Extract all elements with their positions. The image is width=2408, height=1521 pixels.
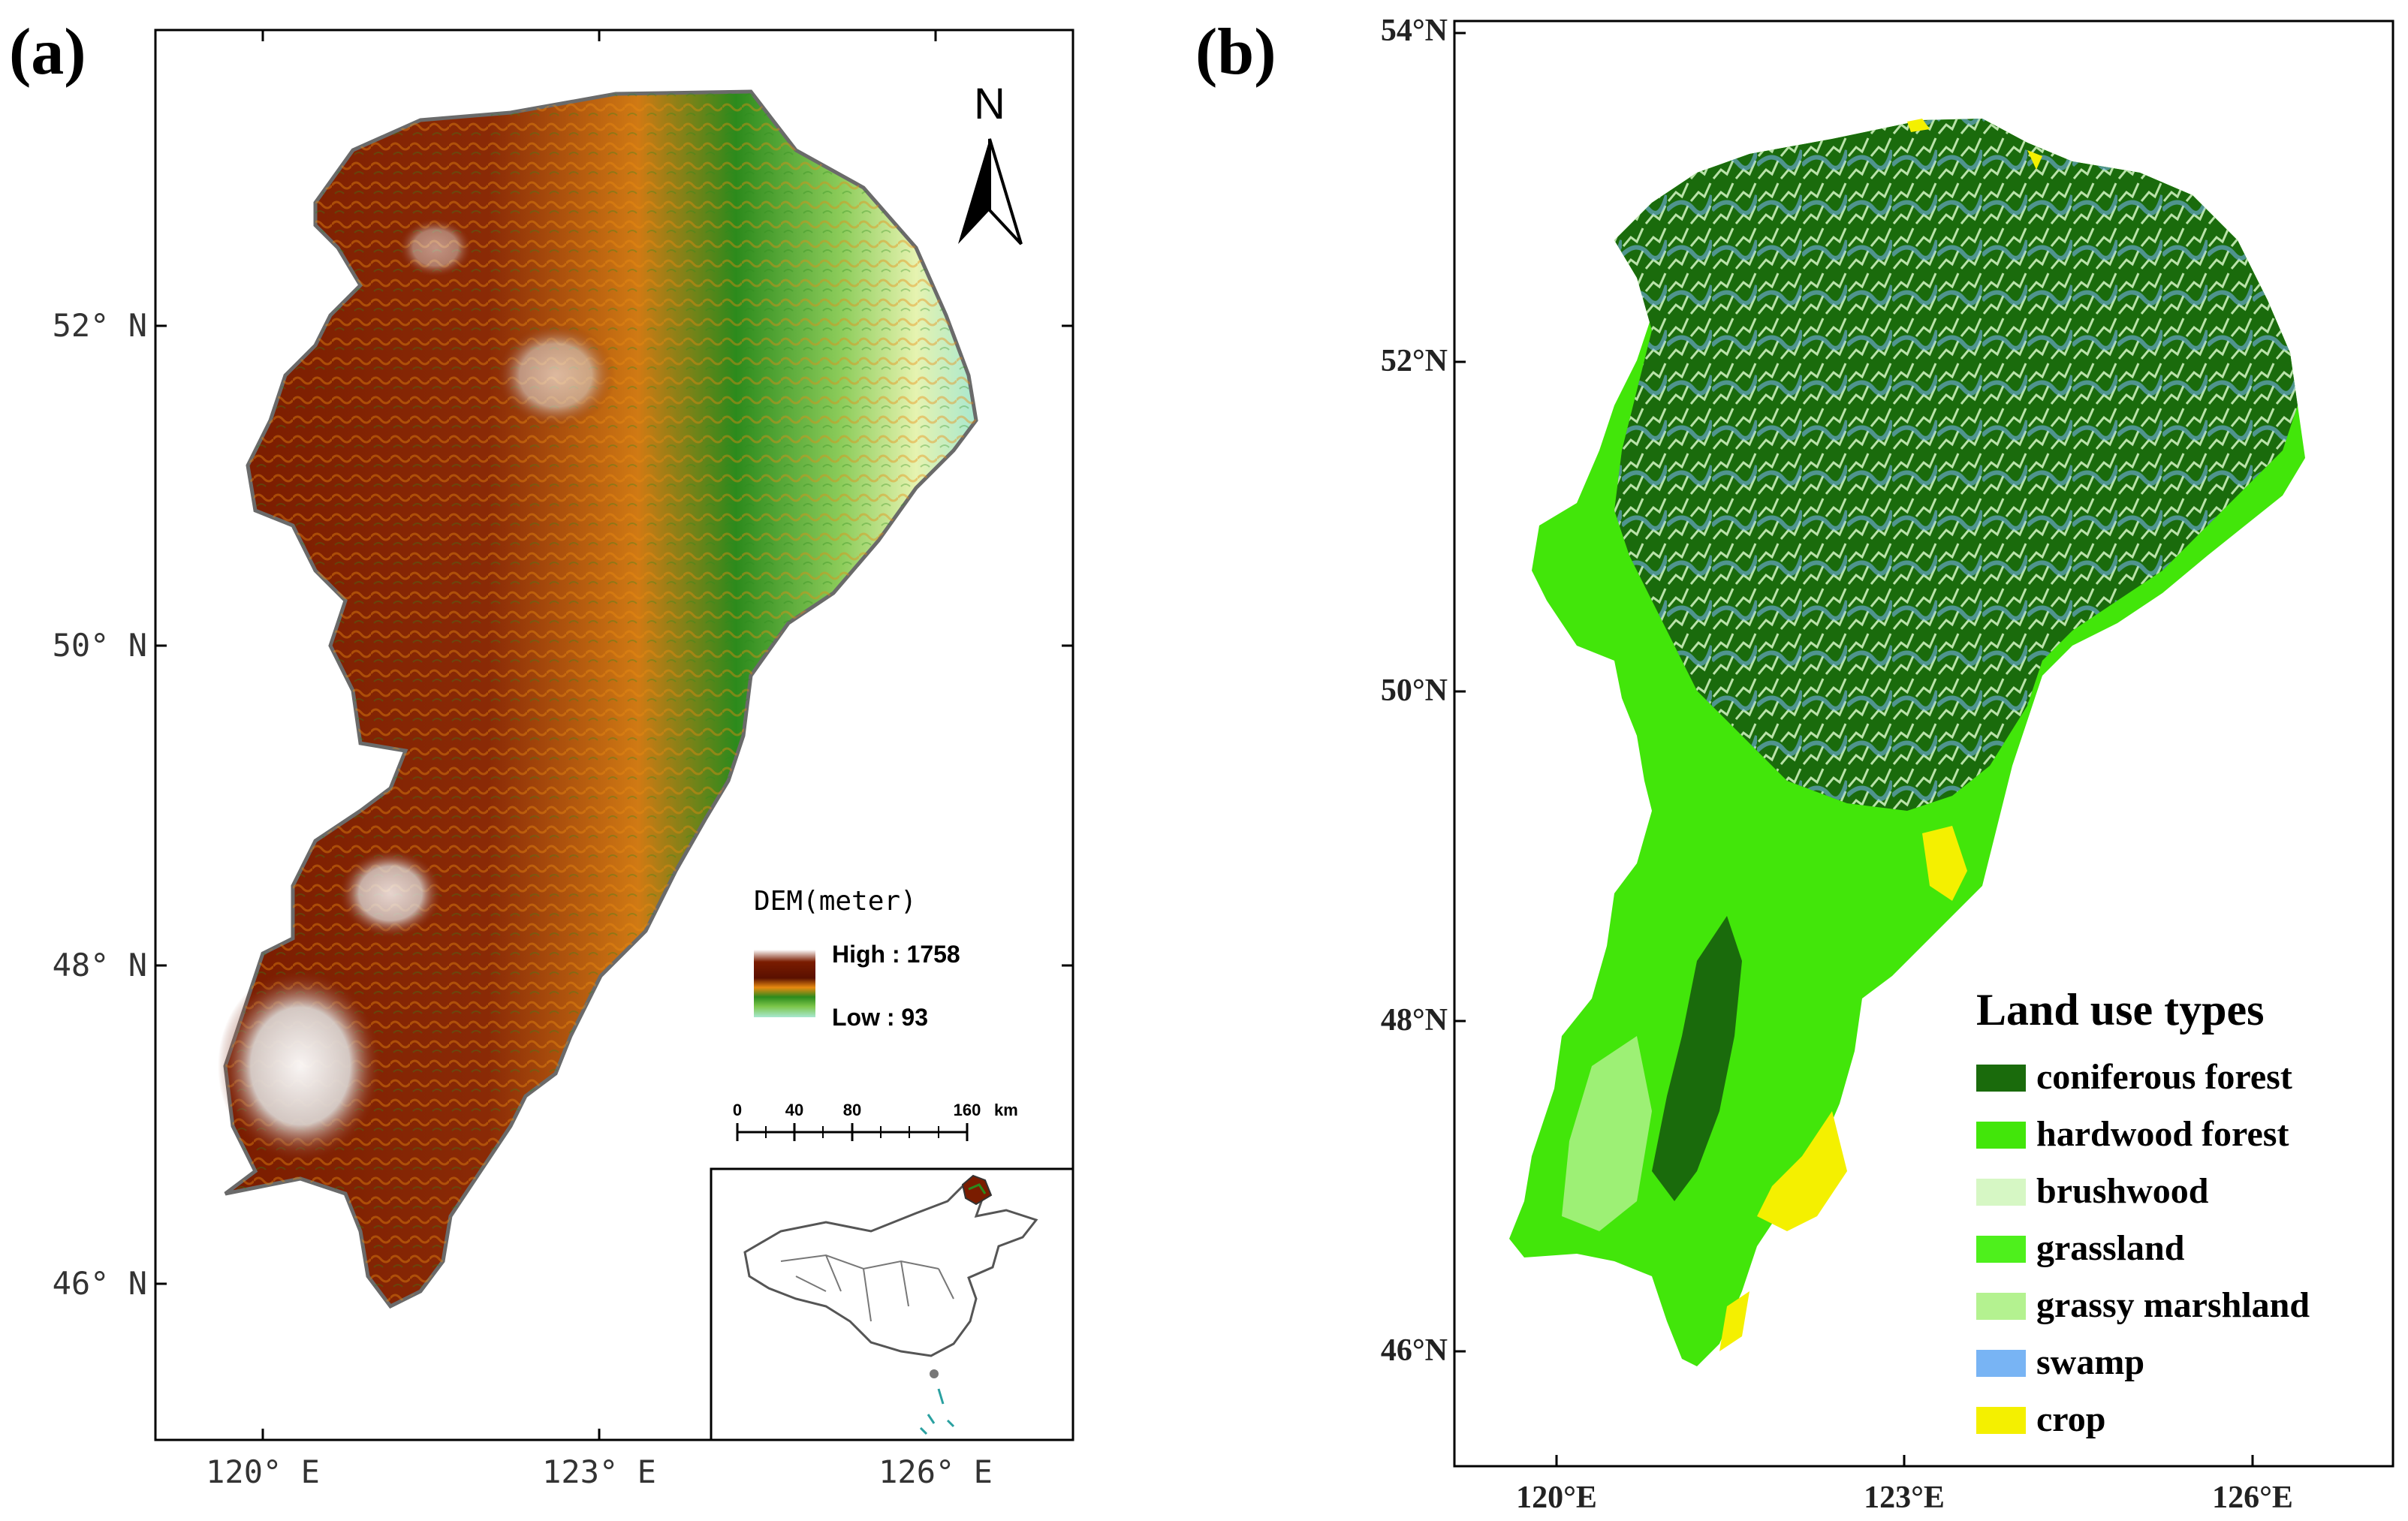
land-use-legend-title: Land use types xyxy=(1976,985,2264,1035)
dem-legend-low: Low : 93 xyxy=(832,1004,928,1031)
scale-tick: 40 xyxy=(785,1101,803,1119)
legend-item: grassy marshland xyxy=(1976,1285,2310,1325)
land-use-legend: Land use types coniferous forest hardwoo… xyxy=(1976,985,2310,1439)
dem-legend: DEM(meter) High : 1758 Low : 93 xyxy=(754,886,960,1031)
legend-label: brushwood xyxy=(2036,1171,2209,1211)
legend-swatch xyxy=(1976,1122,2026,1149)
dem-legend-high: High : 1758 xyxy=(832,941,960,968)
lat-tick-label: 48° N xyxy=(53,947,147,983)
lat-tick-label: 46°N xyxy=(1381,1333,1448,1368)
legend-swatch xyxy=(1976,1293,2026,1320)
legend-label: crop xyxy=(2036,1399,2105,1439)
china-locator-map-icon xyxy=(710,1167,1074,1441)
legend-label: coniferous forest xyxy=(2036,1057,2292,1097)
legend-item: grassland xyxy=(1976,1228,2185,1268)
lat-tick-label: 50° N xyxy=(53,627,147,664)
lon-tick-label: 120° E xyxy=(206,1453,320,1490)
north-arrow-label: N xyxy=(974,80,1005,128)
panel-b-map-frame xyxy=(1453,20,2394,1468)
scale-tick: 80 xyxy=(843,1101,861,1119)
scale-tick: 160 xyxy=(954,1101,981,1119)
panel-b: (b) 54°N 52°N 50°N 48°N 4 xyxy=(1195,14,2394,1515)
lon-tick-label: 123° E xyxy=(542,1453,656,1490)
lat-tick-label: 48°N xyxy=(1381,1003,1448,1038)
dem-region xyxy=(218,89,978,1309)
panel-a-label: (a) xyxy=(9,16,86,89)
lat-tick-label: 46° N xyxy=(53,1265,147,1302)
legend-item: hardwood forest xyxy=(1976,1114,2289,1154)
panel-b-label: (b) xyxy=(1195,16,1276,89)
legend-swatch xyxy=(1976,1350,2026,1377)
lat-tick-label: 54°N xyxy=(1381,14,1448,48)
panel-b-lon-axis: 120°E 123°E 126°E xyxy=(1516,1455,2293,1515)
dem-legend-color-ramp xyxy=(754,950,815,1017)
dem-legend-title: DEM(meter) xyxy=(754,886,917,917)
legend-item: crop xyxy=(1976,1399,2105,1439)
legend-label: swamp xyxy=(2036,1342,2144,1382)
lat-tick-label: 50°N xyxy=(1381,673,1448,708)
north-arrow-icon: N xyxy=(958,80,1023,245)
legend-label: grassy marshland xyxy=(2036,1285,2310,1325)
legend-swatch xyxy=(1976,1407,2026,1434)
legend-item: brushwood xyxy=(1976,1171,2209,1211)
scale-unit: km xyxy=(994,1101,1018,1119)
land-use-region xyxy=(1509,119,2305,1366)
legend-label: grassland xyxy=(2036,1228,2185,1268)
scale-tick: 0 xyxy=(733,1101,742,1119)
panel-a: (a) 52° N 50° N 48° N 46° N xyxy=(9,16,1074,1490)
scale-bar: 0 40 80 160 km xyxy=(733,1101,1018,1141)
lon-tick-label: 126°E xyxy=(2212,1480,2293,1515)
panel-a-map-frame xyxy=(154,29,1074,1441)
legend-swatch xyxy=(1976,1179,2026,1206)
lon-tick-label: 123°E xyxy=(1864,1480,1945,1515)
legend-item: coniferous forest xyxy=(1976,1057,2292,1097)
lon-tick-label: 126° E xyxy=(879,1453,993,1490)
lon-tick-label: 120°E xyxy=(1516,1480,1597,1515)
legend-item: swamp xyxy=(1976,1342,2144,1382)
panel-a-lat-axis: 52° N 50° N 48° N 46° N xyxy=(53,307,1073,1302)
panel-b-lat-axis: 54°N 52°N 50°N 48°N 46°N xyxy=(1381,14,1466,1368)
lat-tick-label: 52°N xyxy=(1381,344,1448,378)
legend-swatch xyxy=(1976,1065,2026,1092)
lat-tick-label: 52° N xyxy=(53,307,147,344)
legend-swatch xyxy=(1976,1236,2026,1263)
legend-label: hardwood forest xyxy=(2036,1114,2289,1154)
